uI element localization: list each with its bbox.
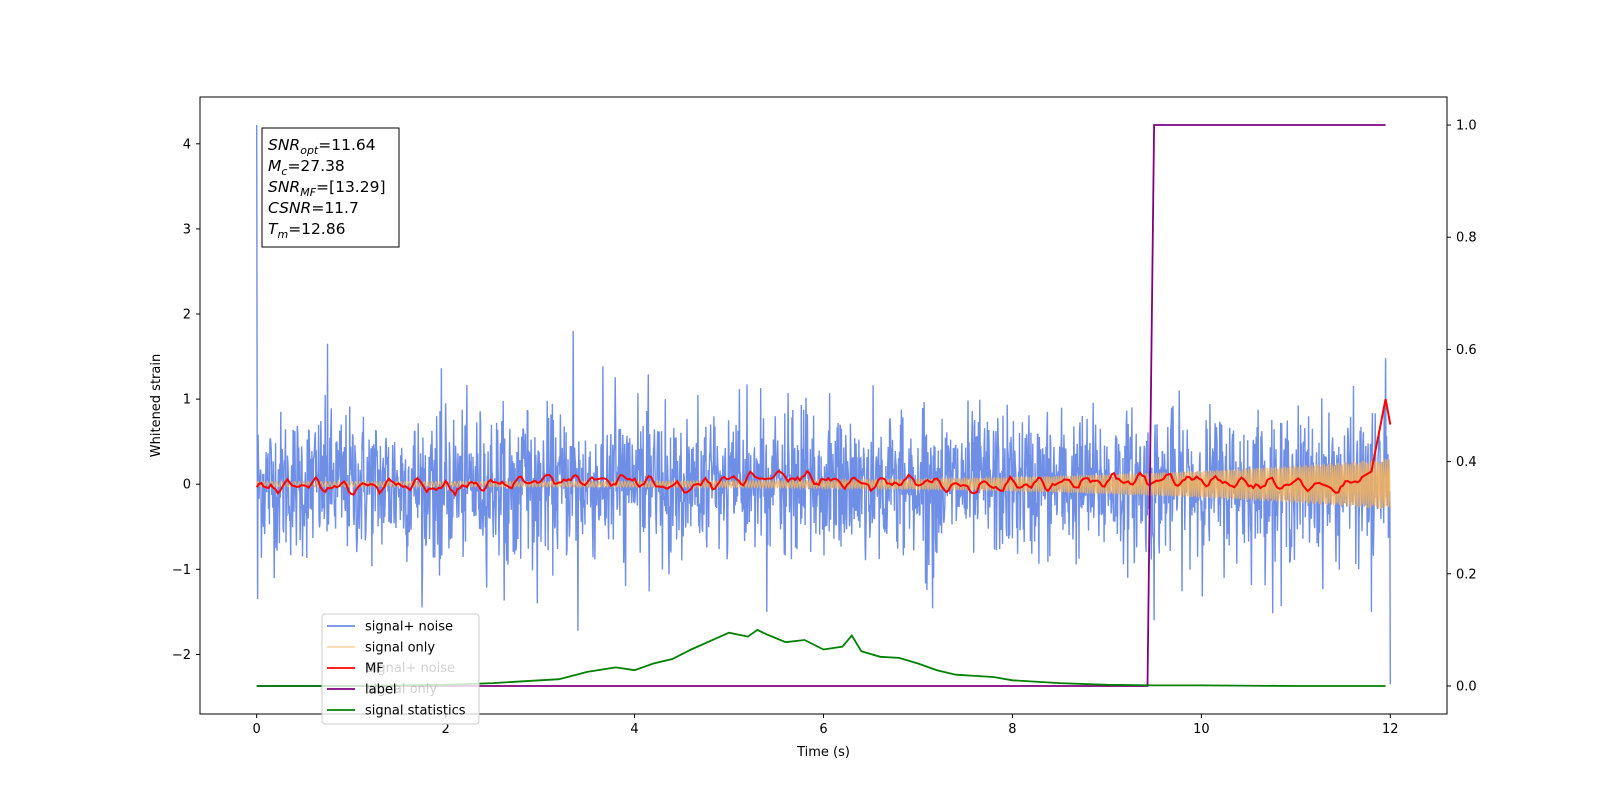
- legend-ghost-label: signal only: [367, 682, 437, 697]
- x-tick-label: 0: [253, 722, 261, 737]
- annotation-snr-mf: SNRMF=[13.29]: [268, 178, 386, 199]
- csnr-value: =11.7: [311, 199, 359, 217]
- x-tick-label: 4: [630, 722, 638, 737]
- y-tick-label: 1: [183, 393, 191, 408]
- series-line-label: [256, 124, 1386, 687]
- x-tick-label: 12: [1382, 722, 1399, 737]
- snr-mf-symbol: SNR: [268, 178, 300, 196]
- snr-mf-subscript: MF: [300, 186, 316, 199]
- annotation-tm: Tm=12.86: [268, 220, 346, 241]
- y-tick-label: −1: [172, 563, 191, 578]
- series-line-signal-statistics: [256, 628, 1386, 687]
- series-layer: [255, 124, 1392, 687]
- annotation-mc: Mc=27.38: [268, 157, 345, 178]
- tm-symbol: T: [268, 220, 279, 238]
- legend-ghost-label: signal+ noise: [367, 661, 455, 676]
- mc-symbol: M: [268, 157, 281, 175]
- y-tick-label: 2: [183, 308, 191, 323]
- y-axis-left: −2 −1 0 1 2 3 4: [172, 137, 200, 663]
- x-tick-label: 2: [441, 722, 449, 737]
- y-right-tick-label: 0.0: [1456, 679, 1477, 694]
- y-right-tick-label: 0.4: [1456, 455, 1477, 470]
- mc-subscript: c: [281, 165, 287, 178]
- legend-label: signal+ noise: [365, 620, 453, 635]
- mc-value: =27.38: [287, 157, 344, 175]
- y-tick-label: −2: [172, 648, 191, 663]
- legend-label: signal statistics: [365, 704, 466, 719]
- csnr-symbol: CSNR: [268, 199, 311, 217]
- series-line-mf: [255, 398, 1392, 497]
- series-line-signal-noise: [256, 125, 1391, 685]
- y-tick-label: 0: [183, 478, 191, 493]
- x-tick-label: 10: [1193, 722, 1210, 737]
- legend: signal+ noise signal only signal+ noise sig…: [321, 613, 480, 725]
- annotation-box: SNRopt=11.64 Mc=27.38 SNRMF=[13.29] CSNR…: [261, 127, 400, 248]
- y-axis-title: Whitened strain: [149, 354, 164, 457]
- y-tick-label: 3: [183, 222, 191, 237]
- y-right-tick-label: 1.0: [1456, 119, 1477, 134]
- series-line-signal-only: [256, 458, 1391, 509]
- y-axis-right: 0.0 0.2 0.4 0.6 0.8 1.0: [1447, 119, 1477, 694]
- snr-mf-value: =[13.29]: [316, 178, 385, 196]
- x-axis: 0 2 4 6 8 10 12: [253, 714, 1399, 737]
- y-right-tick-label: 0.2: [1456, 567, 1477, 582]
- x-tick-label: 8: [1008, 722, 1016, 737]
- x-tick-label: 6: [819, 722, 827, 737]
- y-right-tick-label: 0.6: [1456, 343, 1477, 358]
- snr-opt-value: =11.64: [318, 136, 375, 154]
- y-right-tick-label: 0.8: [1456, 231, 1477, 246]
- annotation-frame: [261, 127, 400, 248]
- tm-value: =12.86: [288, 220, 345, 238]
- legend-frame: [321, 613, 480, 725]
- annotation-csnr: CSNR=11.7: [268, 199, 359, 217]
- tm-subscript: m: [277, 228, 288, 241]
- snr-opt-subscript: opt: [300, 144, 319, 157]
- snr-opt-symbol: SNR: [268, 136, 300, 154]
- annotation-snr-opt: SNRopt=11.64: [268, 136, 376, 157]
- legend-label: label: [365, 683, 396, 698]
- legend-label: signal only: [365, 641, 435, 656]
- legend-label: MF: [365, 662, 384, 677]
- y-tick-label: 4: [183, 137, 191, 152]
- x-axis-title: Time (s): [796, 745, 850, 760]
